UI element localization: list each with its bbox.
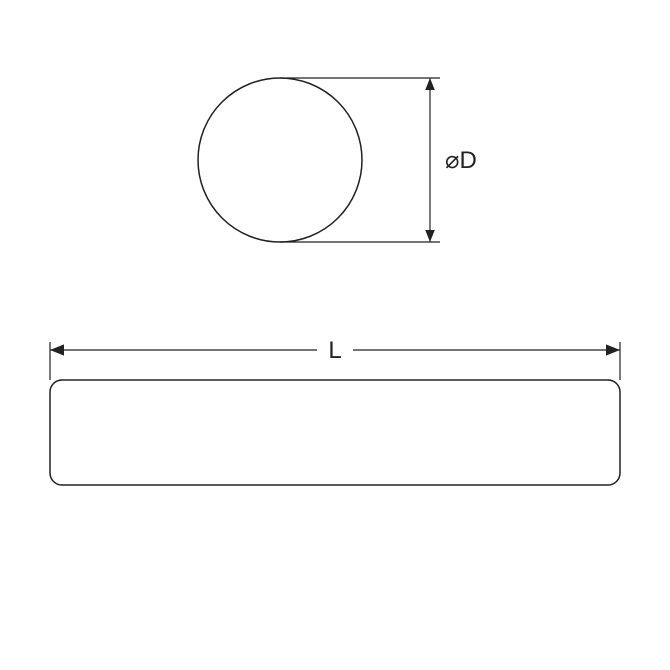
diameter-label: ⌀D — [445, 147, 477, 174]
length-label: L — [328, 337, 341, 364]
rod-side-view — [50, 380, 620, 485]
cross-section-circle — [198, 78, 362, 242]
